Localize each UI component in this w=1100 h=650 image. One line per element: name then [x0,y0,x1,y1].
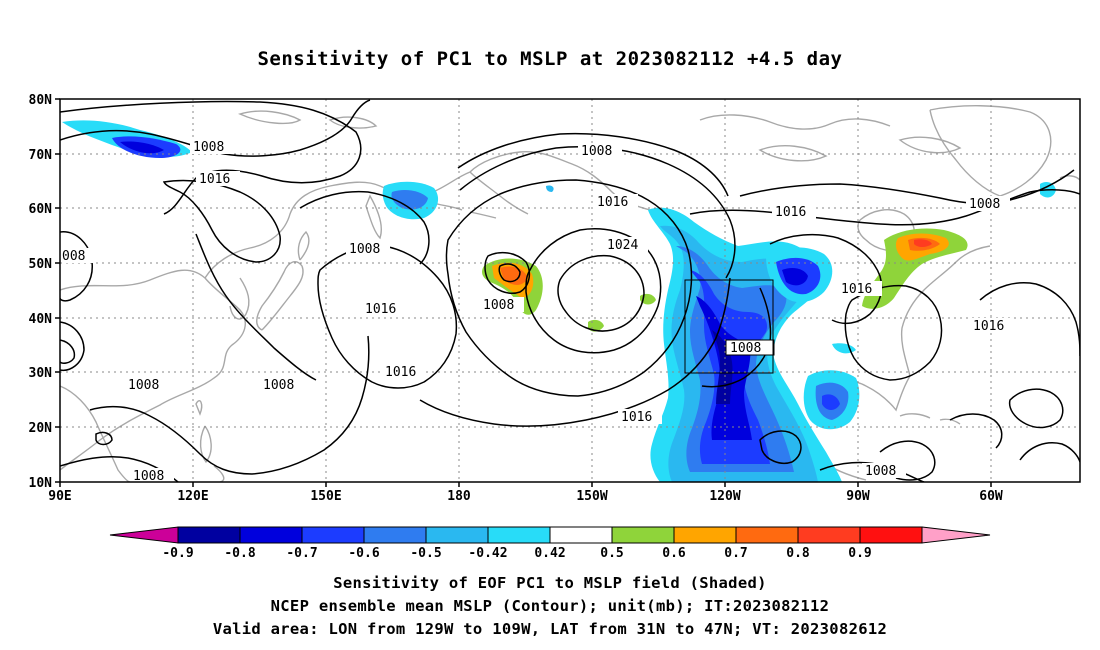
contour-label: 1008 [969,197,1000,212]
colorbar-swatch [735,526,799,544]
colorbar-tick-label: -0.8 [224,546,255,561]
contour-label: 1016 [199,172,230,187]
tick-marks [55,98,992,487]
longitude-labels: 90E 120E 150E 180 150W 120W 90W 60W [48,489,1003,504]
colorbar-swatch [239,526,303,544]
lon-label: 180 [447,489,471,504]
colorbar-swatch [363,526,427,544]
lat-label: 10N [29,476,53,491]
caption-line-3: Valid area: LON from 129W to 109W, LAT f… [212,620,888,638]
colorbar-tick-label: 0.6 [662,546,686,561]
colorbar-tick-label: -0.6 [348,546,379,561]
contour-label: 1016 [841,282,872,297]
contour-label: 1016 [597,195,628,210]
colorbar-tick-label: 0.7 [724,546,747,561]
contour-label: 1008 [730,341,761,356]
colorbar-swatch [611,526,675,544]
colorbar-swatch [487,526,551,544]
colorbar-swatch [425,526,489,544]
lon-label: 90E [48,489,71,504]
colorbar-tick-label: 0.42 [534,546,565,561]
caption-line-1: Sensitivity of EOF PC1 to MSLP field (Sh… [333,574,767,592]
lon-label: 150E [310,489,341,504]
colorbar-tick-label: -0.5 [410,546,441,561]
latitude-labels: 80N 70N 60N 50N 40N 30N 20N 10N [29,93,53,491]
contour-label: 1008 [483,298,514,313]
colorbar-tick-label: 0.5 [600,546,623,561]
lat-label: 30N [29,366,53,381]
map-title: Sensitivity of PC1 to MSLP at 2023082112… [257,48,843,70]
colorbar-tick-label: 0.8 [786,546,810,561]
colorbar-swatch [673,526,737,544]
colorbar-tick-label: 0.9 [848,546,871,561]
colorbar-swatch [797,526,861,544]
contour-label: 1008 [263,378,294,393]
lon-label: 120E [177,489,208,504]
contour-label: 1008 [349,242,380,257]
colorbar-swatch [549,526,613,544]
lat-label: 50N [29,257,53,272]
lat-label: 60N [29,202,53,217]
mslp-contours [60,99,1080,482]
colorbar-extend-low [109,526,179,544]
contour-label: 1016 [385,365,416,380]
colorbar-tick-label: -0.7 [286,546,317,561]
contour-label: 008 [62,249,85,264]
contour-label: 1016 [775,205,806,220]
contour-label: 1024 [607,238,638,253]
lat-label: 20N [29,421,53,436]
colorbar-tick-label: -0.9 [162,546,193,561]
contour-label: 1016 [621,410,652,425]
plot-border [59,98,1081,483]
colorbar-tick-label: -0.42 [468,546,507,561]
contour-label: 1008 [581,144,612,159]
lat-label: 70N [29,148,53,163]
contour-label: 1016 [973,319,1004,334]
contour-label: 1016 [365,302,396,317]
contour-label: 1008 [133,469,164,484]
lon-label: 60W [979,489,1003,504]
lon-label: 150W [576,489,607,504]
caption-line-2: NCEP ensemble mean MSLP (Contour); unit(… [270,597,830,615]
contour-labels: 1008 1016 008 1008 1016 1016 1008 1008 1… [62,139,1014,484]
contour-label: 1008 [193,140,224,155]
contour-label: 1008 [128,378,159,393]
lat-label: 40N [29,312,53,327]
colorbar-extend-high [921,526,991,544]
colorbar-swatch [177,526,241,544]
lon-label: 120W [709,489,740,504]
colorbar-swatch [859,526,923,544]
lat-label: 80N [29,93,53,108]
valid-area-box [684,279,774,374]
plot-area [60,99,1080,482]
colorbar: -0.9 -0.8 -0.7 -0.6 -0.5 -0.42 0.42 0.5 0.6 0.7 0.… [109,526,991,561]
colorbar-swatch [301,526,365,544]
lon-label: 90W [846,489,870,504]
contour-label: 1008 [865,464,896,479]
